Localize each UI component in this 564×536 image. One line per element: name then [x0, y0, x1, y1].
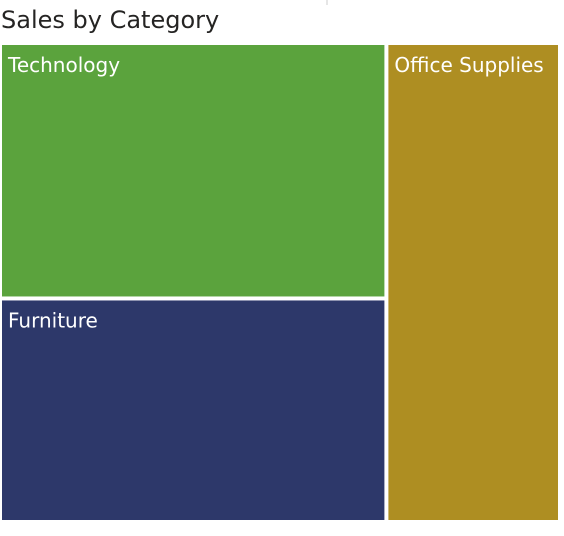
tile-furniture[interactable]: [0, 298, 387, 523]
tile-label-furniture: Furniture: [8, 308, 98, 332]
tile-label-office-supplies: Office Supplies: [394, 53, 543, 77]
chart-title: Sales by Category: [1, 6, 220, 34]
tile-technology[interactable]: [0, 43, 387, 299]
top-divider-tick: [326, 0, 328, 5]
tile-label-technology: Technology: [7, 53, 120, 77]
tile-office-supplies[interactable]: [386, 43, 560, 522]
